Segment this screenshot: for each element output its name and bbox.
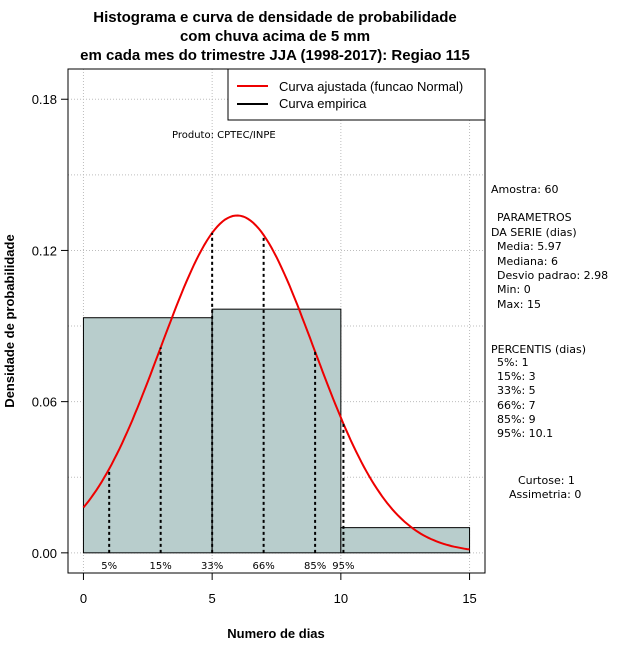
x-tick-label-2: 10	[334, 591, 348, 606]
param-median: Mediana: 6	[497, 255, 558, 268]
percentile-label-2: 33%	[201, 561, 223, 572]
sample-size: Amostra: 60	[491, 183, 558, 196]
chart-title-line-3: em cada mes do trimestre JJA (1998-2017)…	[80, 47, 470, 64]
normal-curve-line	[82, 214, 470, 551]
param-sd: Desvio padrao: 2.98	[497, 269, 608, 282]
kurtosis: Curtose: 1	[518, 474, 575, 487]
percentile-label-0: 5%	[101, 561, 117, 572]
params-header-2: DA SERIE (dias)	[491, 226, 577, 239]
histogram-bar-2	[340, 527, 471, 554]
y-tick-label-1: 0.06	[32, 395, 57, 410]
axes-layer: 0 5 10 15 0.00 0.06 0.12 0.18	[32, 92, 477, 606]
bars-layer	[82, 308, 471, 554]
curve-layer	[82, 214, 470, 551]
y-tick-label-0: 0.00	[32, 546, 57, 561]
chart-title-line-1: Histograma e curva de densidade de proba…	[93, 9, 456, 26]
percentile-95: 95%: 10.1	[497, 427, 553, 440]
percentiles-header: PERCENTIS (dias)	[491, 343, 586, 356]
histogram-bar-1	[211, 308, 342, 554]
y-tick-label-3: 0.18	[32, 92, 57, 107]
percentile-66: 66%: 7	[497, 399, 536, 412]
param-min: Min: 0	[497, 283, 531, 296]
percentile-5: 5%: 1	[497, 356, 529, 369]
legend-box	[227, 68, 486, 121]
param-max: Max: 15	[497, 298, 541, 311]
param-mean: Media: 5.97	[497, 240, 562, 253]
percentile-label-4: 85%	[304, 561, 326, 572]
percentile-layer: 5% 15% 33% 66% 85% 95%	[101, 232, 355, 572]
y-tick-label-2: 0.12	[32, 243, 57, 258]
percentile-label-3: 66%	[253, 561, 275, 572]
params-header-1: PARAMETROS	[497, 211, 572, 224]
histogram-bar-0	[82, 317, 213, 554]
x-tick-label-1: 5	[209, 591, 216, 606]
product-note: Produto: CPTEC/INPE	[172, 130, 276, 141]
percentile-33: 33%: 5	[497, 384, 536, 397]
y-axis-title: Densidade de probabilidade	[2, 234, 17, 407]
percentile-85: 85%: 9	[497, 413, 536, 426]
stats-panel: Amostra: 60 PARAMETROS DA SERIE (dias) M…	[491, 183, 608, 501]
percentile-15: 15%: 3	[497, 370, 536, 383]
chart-title-line-2: com chuva acima de 5 mm	[180, 28, 370, 45]
legend-label-normal: Curva ajustada (funcao Normal)	[279, 79, 463, 94]
legend-label-empirical: Curva empirica	[279, 96, 367, 111]
legend: Curva ajustada (funcao Normal) Curva emp…	[227, 68, 486, 121]
skewness: Assimetria: 0	[509, 488, 581, 501]
x-tick-label-3: 15	[462, 591, 476, 606]
x-axis-title: Numero de dias	[227, 626, 325, 641]
x-tick-label-0: 0	[80, 591, 87, 606]
percentile-label-5: 95%	[332, 561, 354, 572]
percentile-label-1: 15%	[150, 561, 172, 572]
